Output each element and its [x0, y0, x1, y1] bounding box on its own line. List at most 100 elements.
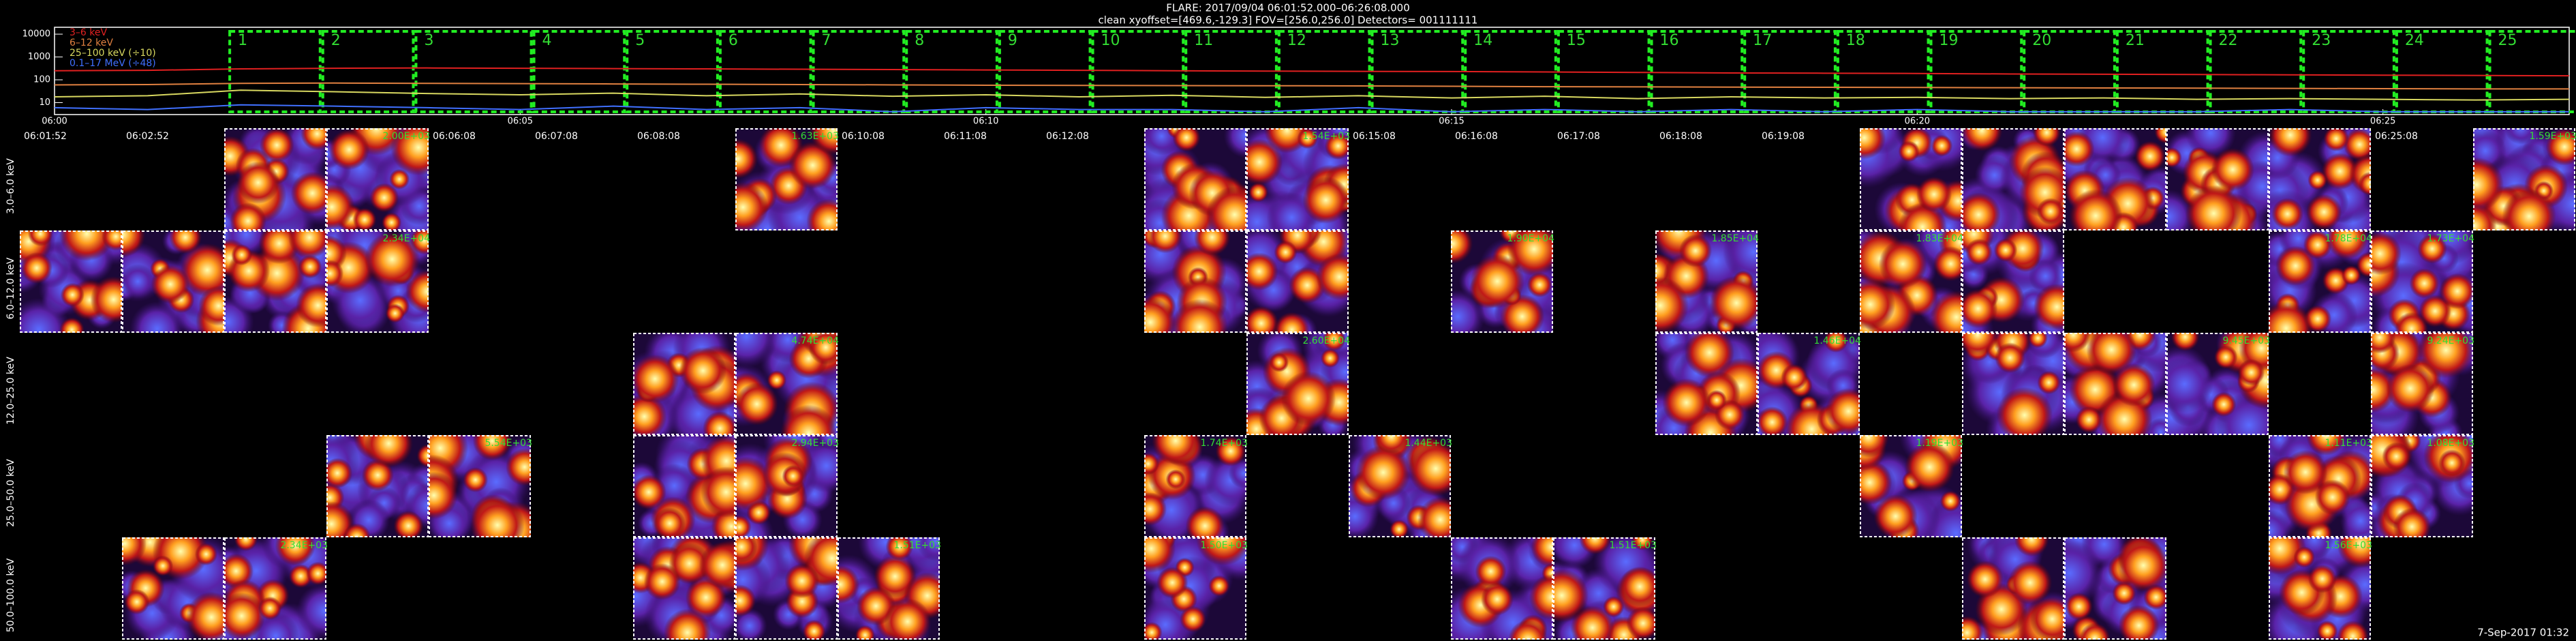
tile-blob [1156, 567, 1189, 599]
tile-blob [1148, 230, 1182, 254]
tile-blob [1962, 288, 1998, 329]
footer-date: 7-Sep-2017 01:32 [2477, 627, 2569, 639]
series-line [54, 104, 2569, 113]
interval-box [1650, 30, 1744, 113]
tile-blob [2029, 597, 2064, 640]
tile-blob [2064, 333, 2091, 353]
tile-blob [2065, 593, 2093, 621]
interval-box [1184, 30, 1278, 113]
tile-blob [180, 243, 224, 297]
tile-blob [1860, 435, 1889, 458]
tile-blob [2341, 265, 2361, 286]
tile-blob [352, 207, 377, 230]
tile-blob [2316, 621, 2338, 640]
tile-blob [2409, 268, 2440, 299]
tile-blob [816, 435, 838, 450]
tile-blob [1553, 569, 1589, 623]
peak-label: 9.24E+03 [2427, 336, 2474, 346]
tile-blob [916, 537, 940, 561]
tile-blob [234, 537, 258, 551]
tile-blob [301, 128, 326, 151]
interval-number: 25 [2498, 32, 2517, 49]
tile-blob [2185, 185, 2242, 230]
tile-border [838, 537, 940, 640]
tile-blob [2545, 128, 2575, 166]
tile-blob [122, 264, 155, 299]
tile-blob [288, 564, 313, 588]
image-tile [20, 230, 122, 333]
tile-blob [1248, 182, 1268, 203]
tile-blob [1246, 305, 1278, 333]
tile-blob [784, 563, 820, 599]
interval-box [718, 30, 812, 113]
tile-blob [1962, 128, 2003, 151]
image-tile [1962, 537, 2064, 640]
image-tile [633, 333, 735, 435]
x-tick-label: 06:00 [42, 117, 67, 127]
tile-border [2064, 128, 2166, 230]
image-tile [1451, 537, 1553, 640]
interval-box [321, 30, 415, 113]
tile-blob [735, 138, 758, 179]
peak-label: 1.54E+03 [1302, 131, 1350, 142]
tile-blob [1706, 389, 1727, 411]
interval-number: 4 [542, 32, 552, 49]
interval-number: 8 [915, 32, 924, 49]
tile-blob [2358, 171, 2371, 196]
tile-blob [735, 584, 756, 617]
time-label: 06:12:08 [1046, 131, 1089, 142]
tile-blob [326, 183, 355, 230]
energy-label: 12.0–25.0 keV [5, 357, 16, 425]
tile-blob [2032, 128, 2061, 147]
interval-number: 21 [2126, 32, 2145, 49]
tile-blob [884, 598, 932, 640]
tile-blob [1374, 435, 1409, 453]
tile-blob [259, 128, 294, 163]
tile-blob [2269, 537, 2306, 575]
tile-border [122, 230, 224, 333]
tile-blob [2323, 128, 2349, 152]
tile-blob [767, 370, 787, 390]
tile-blob [1152, 435, 1200, 465]
tile-blob [2473, 203, 2497, 230]
tile-blob [2028, 333, 2048, 348]
image-tile [2166, 128, 2269, 230]
peak-label: 1.63E+03 [791, 131, 839, 142]
image-tile [224, 128, 326, 230]
tile-blob [2307, 170, 2328, 190]
tile-blob [1933, 246, 1962, 282]
tile-blob [2211, 148, 2254, 192]
peak-label: 1.46E+04 [1813, 336, 1861, 346]
tile-blob [1180, 606, 1206, 633]
tile-blob [2171, 333, 2200, 351]
tile-blob [1417, 496, 1451, 537]
image-tile [1860, 230, 1962, 333]
tile-blob [2382, 442, 2411, 471]
tile-blob [1527, 272, 1552, 298]
interval-box [1743, 30, 1837, 113]
tile-blob [2340, 500, 2371, 537]
tile-blob [288, 230, 326, 259]
tile-blob [506, 448, 531, 486]
time-label: 06:16:08 [1455, 131, 1498, 142]
tile-blob [1508, 620, 1548, 640]
tile-border [1962, 128, 2064, 230]
y-tick-label: 10 [39, 98, 50, 108]
tile-blob [1172, 128, 1201, 152]
tile-blob [1281, 371, 1336, 426]
tile-border [224, 230, 326, 333]
peak-label: 1.73E+04 [2427, 233, 2474, 244]
image-tile [2166, 333, 2269, 435]
image-tile [224, 537, 326, 640]
interval-box [812, 30, 906, 113]
interval-number: 23 [2312, 32, 2331, 49]
tile-border [1860, 128, 1962, 230]
interval-number: 2 [331, 32, 341, 49]
tile-blob [1297, 128, 1318, 149]
energy-label: 50.0–100.0 keV [5, 558, 16, 632]
tile-blob [122, 230, 146, 258]
image-tile [1144, 435, 1246, 537]
tile-blob [1878, 239, 1927, 288]
tile-blob [1993, 238, 2018, 263]
tile-blob [1860, 128, 1886, 160]
